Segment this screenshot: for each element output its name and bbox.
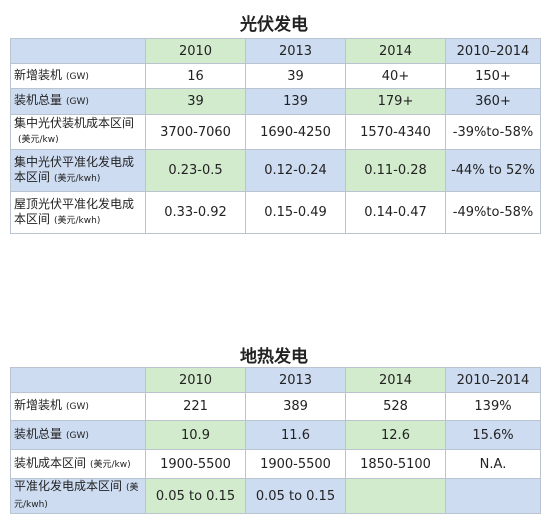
cell: 1570-4340 [345,114,446,150]
row-label-text: 屋顶光伏平准化发电成本区间 [14,196,135,226]
cell: 3700-7060 [145,114,246,150]
header-row: 2010 2013 2014 2010–2014 [10,367,541,393]
cell: 528 [345,392,446,421]
cell: 0.05 to 0.15 [245,478,346,514]
cell: 0.15-0.49 [245,191,346,234]
header-cell: 2010–2014 [445,38,541,64]
cell: 12.6 [345,420,446,450]
header-cell [10,367,146,393]
row-label-text: 装机总量 [14,426,63,441]
row-unit: (GW) [66,402,89,412]
table-row: 装机总量 (GW) 10.9 11.6 12.6 15.6% [10,420,541,450]
row-label: 集中光伏装机成本区间 (美元/kw) [10,114,146,150]
header-cell: 2010–2014 [445,367,541,393]
cell: -44% to 52% [445,149,541,192]
header-cell: 2013 [245,38,346,64]
header-cell: 2014 [345,367,446,393]
data-table: 2010 2013 2014 2010–2014 新增装机 (GW) 221 389 528 13… [10,367,541,514]
table-row: 屋顶光伏平准化发电成本区间 (美元/kwh) 0.33-0.92 0.15-0.49 0… [10,191,541,234]
row-unit: (美元/kwh) [54,215,101,226]
cell: 39 [245,63,346,89]
cell [345,478,446,514]
cell: 389 [245,392,346,421]
header-cell: 2013 [245,367,346,393]
cell: 16 [145,63,246,89]
cell: 139 [245,88,346,115]
cell: 221 [145,392,246,421]
row-label: 新增装机 (GW) [10,392,146,421]
row-label: 集中光伏平准化发电成本区间 (美元/kwh) [10,149,146,192]
row-label-text: 新增装机 [14,398,63,412]
table-title: 光伏发电 [240,15,308,35]
table-row: 平准化发电成本区间 (美元/kwh) 0.05 to 0.15 0.05 to 0.1… [10,478,541,514]
row-label: 屋顶光伏平准化发电成本区间 (美元/kwh) [10,191,146,234]
row-unit: (GW) [66,97,89,107]
row-unit: (美元/kw) [90,459,131,470]
cell: 150+ [445,63,541,89]
row-label: 新增装机 (GW) [10,63,146,89]
cell: -39%to-58% [445,114,541,150]
row-unit: (GW) [66,430,89,441]
cell: N.A. [445,449,541,479]
cell: 1690-4250 [245,114,346,150]
table-row: 集中光伏平准化发电成本区间 (美元/kwh) 0.23-0.5 0.12-0.24 0.… [10,149,541,192]
row-label: 装机成本区间 (美元/kw) [10,449,146,479]
table-row: 新增装机 (GW) 221 389 528 139% [10,392,541,421]
row-label-text: 集中光伏装机成本区间 [14,116,135,130]
cell: 1900-5500 [245,449,346,479]
cell: 15.6% [445,420,541,450]
row-unit: (GW) [66,71,89,82]
row-label-text: 平准化发电成本区间 [14,479,123,493]
cell: 0.12-0.24 [245,149,346,192]
row-label-text: 新增装机 [14,67,63,82]
table-row: 集中光伏装机成本区间 (美元/kw) 3700-7060 1690-4250 1570-… [10,114,541,150]
cell: 40+ [345,63,446,89]
cell: 0.23-0.5 [145,149,246,192]
cell: 360+ [445,88,541,115]
header-cell: 2010 [145,367,246,393]
cell: 0.33-0.92 [145,191,246,234]
table-row: 新增装机 (GW) 16 39 40+ 150+ [10,63,541,89]
data-table: 2010 2013 2014 2010–2014 新增装机 (GW) 16 39 40+ 150+… [10,38,541,234]
row-unit: (美元/kwh) [54,173,101,184]
row-label-text: 装机成本区间 [14,455,87,470]
table-title: 地热发电 [240,347,308,367]
row-label: 装机总量 (GW) [10,420,146,450]
cell: 10.9 [145,420,246,450]
row-label: 装机总量 (GW) [10,88,146,115]
header-row: 2010 2013 2014 2010–2014 [10,38,541,64]
row-label: 平准化发电成本区间 (美元/kwh) [10,478,146,514]
row-unit: (美元/kwh) [14,483,139,510]
row-label-text: 装机总量 [14,93,63,107]
cell: 11.6 [245,420,346,450]
cell: 179+ [345,88,446,115]
header-cell: 2014 [345,38,446,64]
cell: 1850-5100 [345,449,446,479]
cell: 39 [145,88,246,115]
cell: 1900-5500 [145,449,246,479]
cell: 0.14-0.47 [345,191,446,234]
cell: 139% [445,392,541,421]
row-label-text: 集中光伏平准化发电成本区间 [14,154,135,184]
table-row: 装机总量 (GW) 39 139 179+ 360+ [10,88,541,115]
cell: 0.05 to 0.15 [145,478,246,514]
header-cell [10,38,146,64]
cell: 0.11-0.28 [345,149,446,192]
cell [445,478,541,514]
cell: -49%to-58% [445,191,541,234]
header-cell: 2010 [145,38,246,64]
table-row: 装机成本区间 (美元/kw) 1900-5500 1900-5500 1850-5100… [10,449,541,479]
row-unit: (美元/kw) [18,135,59,145]
